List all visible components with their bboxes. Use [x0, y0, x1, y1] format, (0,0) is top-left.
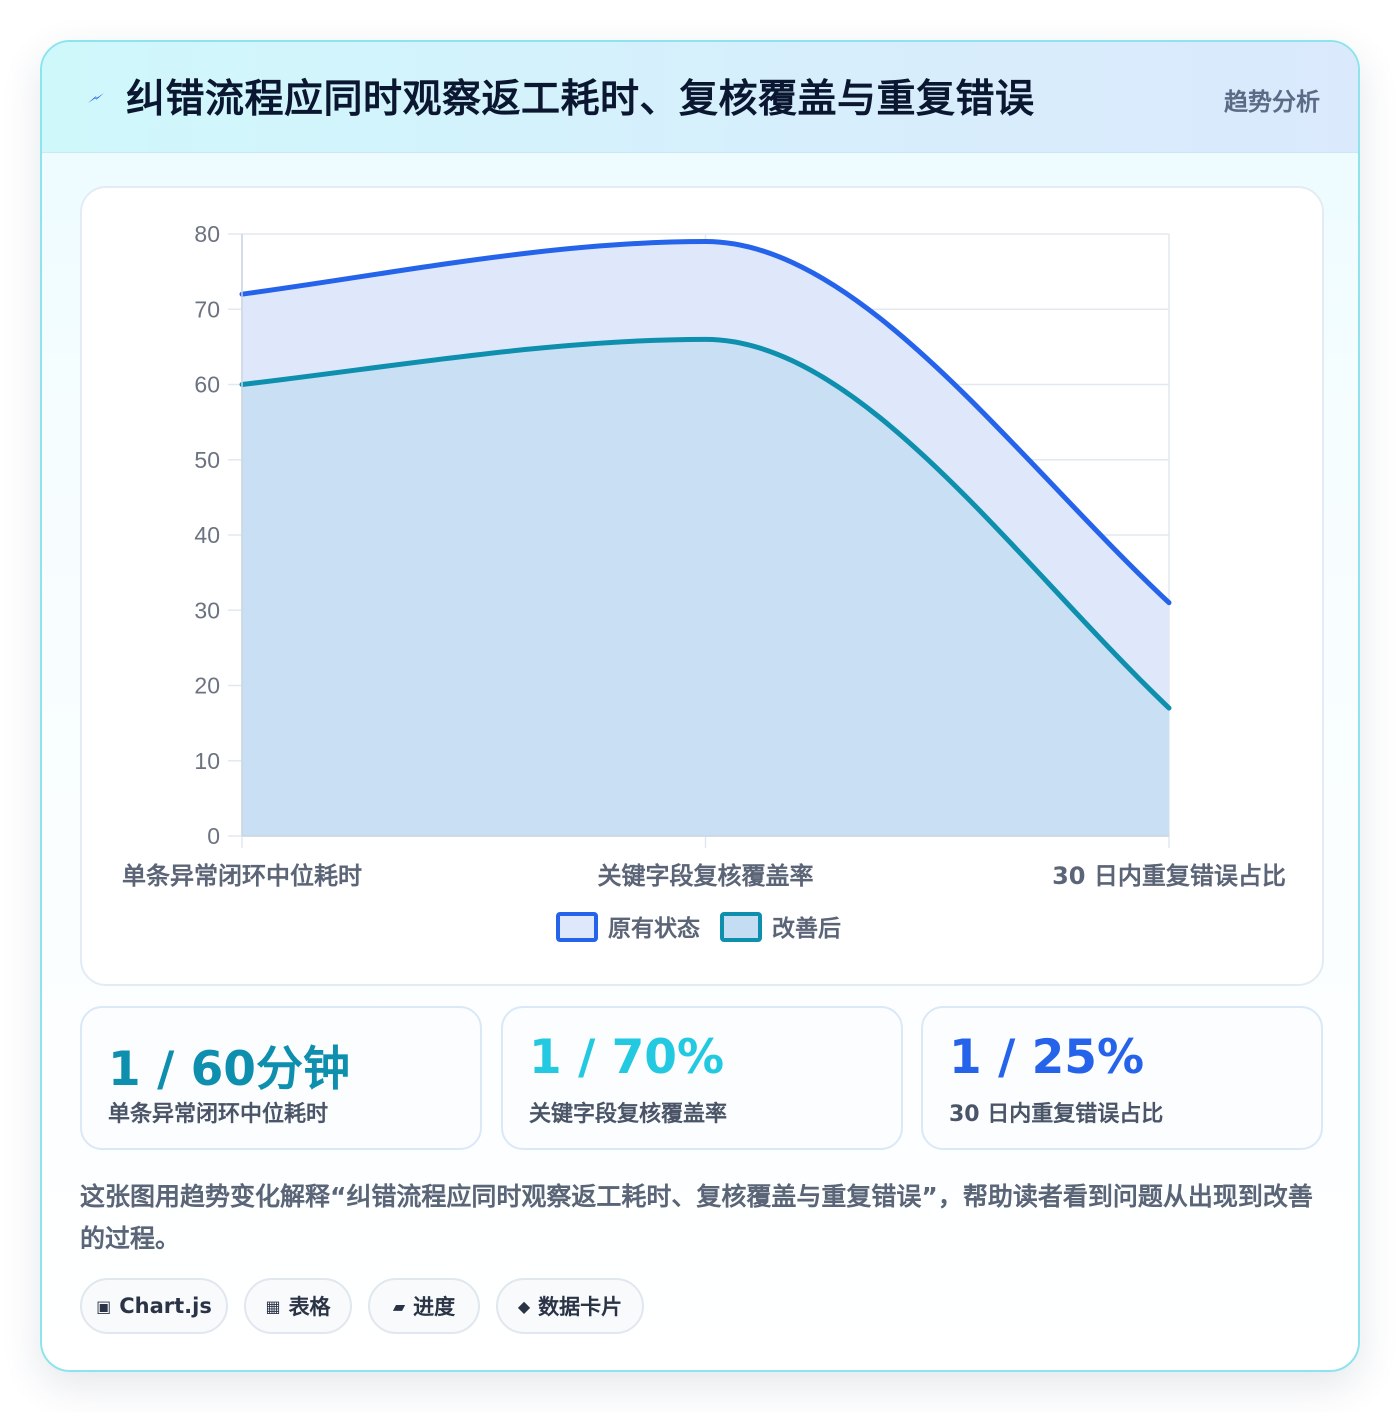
y-tick-label: 60	[194, 372, 220, 398]
legend-swatch	[720, 912, 762, 942]
x-tick-label: 单条异常闭环中位耗时	[122, 862, 362, 890]
y-tick-label: 80	[194, 221, 220, 247]
y-tick-label: 0	[207, 823, 220, 849]
table-icon: ▦	[265, 1296, 281, 1316]
series-line-1	[239, 239, 1172, 606]
x-tick-label: 30 日内重复错误占比	[1052, 862, 1286, 890]
diamond-icon: ◆	[517, 1296, 531, 1316]
pill-label: Chart.js	[119, 1294, 212, 1318]
legend-label: 原有状态	[608, 915, 700, 942]
pill-label: 数据卡片	[538, 1295, 623, 1319]
stat-label: 30 日内重复错误占比	[949, 1102, 1164, 1127]
stat-value: 1 / 70%	[529, 1030, 725, 1085]
area-chart: 0 10 20 30 40 50 60 70 80 单条异常闭环中位耗时 关键字段复核覆盖率 30 日…	[122, 221, 1286, 942]
lightning-icon	[88, 93, 104, 103]
chart-description: 这张图用趋势变化解释“纠错流程应同时观察返工耗时、复核覆盖与重复错误”，帮助读者…	[80, 1182, 1313, 1253]
x-tick-label: 关键字段复核覆盖率	[598, 862, 814, 890]
trend-analysis-tag: 趋势分析	[1224, 88, 1320, 116]
y-tick-label: 30	[194, 597, 220, 623]
legend-swatch	[556, 912, 598, 942]
chart-icon: ▣	[96, 1296, 112, 1316]
pill-table[interactable]: ▦ 表格	[244, 1278, 352, 1334]
stat-value: 1 / 25%	[949, 1030, 1145, 1085]
stat-label: 关键字段复核覆盖率	[529, 1102, 728, 1127]
stat-value: 1 / 60分钟	[108, 1042, 350, 1097]
legend-label: 改善后	[772, 915, 841, 942]
chart-panel: 0 10 20 30 40 50 60 70 80 单条异常闭环中位耗时 关键字段复核覆盖率 30 日…	[80, 186, 1324, 986]
page-title: 纠错流程应同时观察返工耗时、复核覆盖与重复错误	[126, 77, 1035, 122]
series-line-2	[239, 336, 1172, 711]
pill-label: 表格	[288, 1295, 331, 1319]
y-tick-label: 20	[194, 673, 220, 699]
stat-label: 单条异常闭环中位耗时	[108, 1102, 329, 1127]
y-tick-label: 50	[194, 447, 220, 473]
stat-card-repeat-errors: 1 / 25% 30 日内重复错误占比	[921, 1006, 1323, 1150]
chart-card: 纠错流程应同时观察返工耗时、复核覆盖与重复错误 趋势分析 0 10 20 30 40 50…	[40, 40, 1360, 1372]
pill-progress[interactable]: ▰ 进度	[368, 1278, 480, 1334]
pill-data-card[interactable]: ◆ 数据卡片	[496, 1278, 644, 1334]
pill-chartjs[interactable]: ▣ Chart.js	[80, 1278, 228, 1334]
y-tick-label: 40	[194, 522, 220, 548]
pill-label: 进度	[413, 1295, 456, 1319]
stat-card-review-coverage: 1 / 70% 关键字段复核覆盖率	[501, 1006, 903, 1150]
series-area-2	[242, 339, 1169, 836]
y-tick-label: 10	[194, 748, 220, 774]
progress-icon: ▰	[392, 1296, 406, 1316]
card-header: 纠错流程应同时观察返工耗时、复核覆盖与重复错误 趋势分析	[42, 42, 1358, 153]
stat-card-closure-time: 1 / 60分钟 单条异常闭环中位耗时	[80, 1006, 482, 1150]
y-tick-label: 70	[194, 296, 220, 322]
